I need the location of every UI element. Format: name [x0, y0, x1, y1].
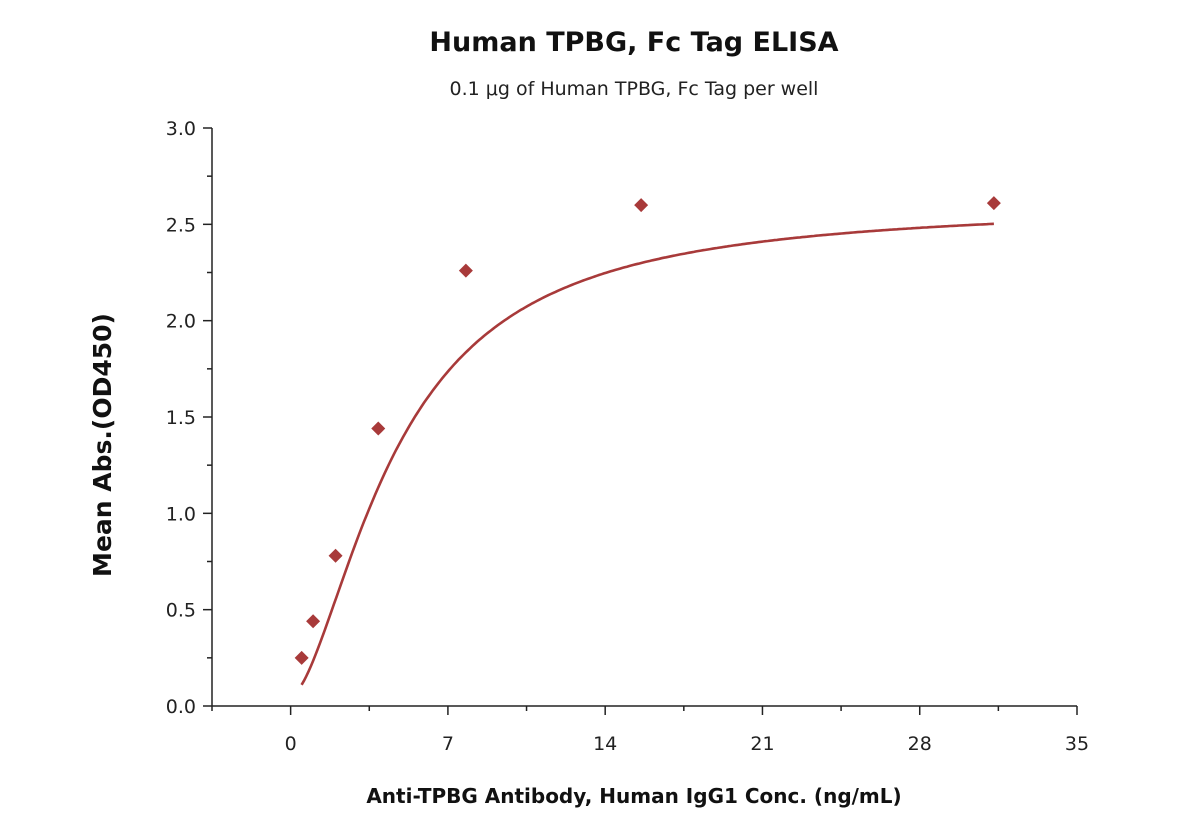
- data-point: [306, 614, 321, 629]
- x-tick-label: 7: [442, 733, 454, 755]
- x-tick-label: 0: [285, 733, 297, 755]
- y-tick-label: 0.5: [166, 600, 196, 622]
- data-points: [294, 196, 1001, 665]
- chart-subtitle: 0.1 μg of Human TPBG, Fc Tag per well: [450, 78, 819, 100]
- data-point: [294, 650, 309, 665]
- x-ticks: 0 7 14 21 28 35: [211, 706, 1089, 755]
- fit-curve: [300, 222, 994, 686]
- x-tick-label: 35: [1065, 733, 1089, 755]
- y-tick-label: 3.0: [166, 118, 196, 140]
- axes: [211, 128, 1077, 707]
- chart-title: Human TPBG, Fc Tag ELISA: [429, 27, 838, 58]
- x-tick-label: 28: [908, 733, 932, 755]
- y-ticks: 0.0 0.5 1.0 1.5 2.0 2.5 3.0: [166, 118, 212, 718]
- y-tick-label: 1.5: [166, 407, 196, 429]
- y-tick-label: 0.0: [166, 696, 196, 718]
- y-tick-label: 2.0: [166, 311, 196, 333]
- data-point: [634, 198, 649, 213]
- data-point: [371, 421, 386, 436]
- data-point: [458, 263, 473, 278]
- x-tick-label: 21: [750, 733, 774, 755]
- y-tick-label: 1.0: [166, 503, 196, 525]
- data-point: [986, 196, 1001, 211]
- data-point: [328, 548, 343, 563]
- y-axis-title: Mean Abs.(OD450): [88, 313, 117, 577]
- x-tick-label: 14: [593, 733, 617, 755]
- x-axis-title: Anti-TPBG Antibody, Human IgG1 Conc. (ng…: [366, 784, 901, 808]
- y-tick-label: 2.5: [166, 214, 196, 236]
